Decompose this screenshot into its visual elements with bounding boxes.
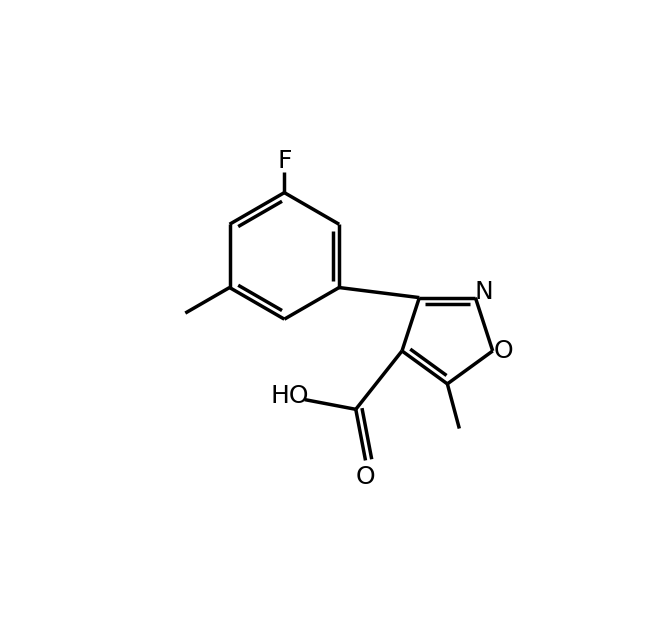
Text: F: F [277,149,291,173]
Text: O: O [356,465,375,489]
Text: HO: HO [271,384,309,408]
Text: N: N [475,280,493,304]
Text: O: O [493,339,513,363]
